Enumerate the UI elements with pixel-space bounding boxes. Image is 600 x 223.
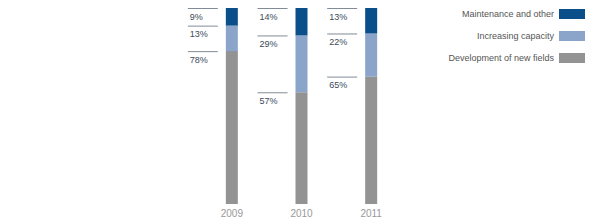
svg-text:Increasing capacity: Increasing capacity [477, 31, 555, 41]
svg-text:9%: 9% [190, 12, 203, 22]
svg-text:22%: 22% [329, 37, 347, 47]
svg-text:65%: 65% [329, 80, 347, 90]
svg-text:14%: 14% [260, 12, 278, 22]
svg-text:57%: 57% [260, 96, 278, 106]
svg-text:13%: 13% [329, 12, 347, 22]
svg-text:Maintenance and other: Maintenance and other [462, 9, 554, 19]
svg-text:Development of new fields: Development of new fields [448, 53, 554, 63]
svg-text:2010: 2010 [290, 208, 313, 219]
svg-text:78%: 78% [190, 55, 208, 65]
svg-text:2009: 2009 [221, 208, 244, 219]
svg-text:29%: 29% [260, 39, 278, 49]
svg-text:2011: 2011 [360, 208, 382, 219]
svg-text:13%: 13% [190, 29, 208, 39]
